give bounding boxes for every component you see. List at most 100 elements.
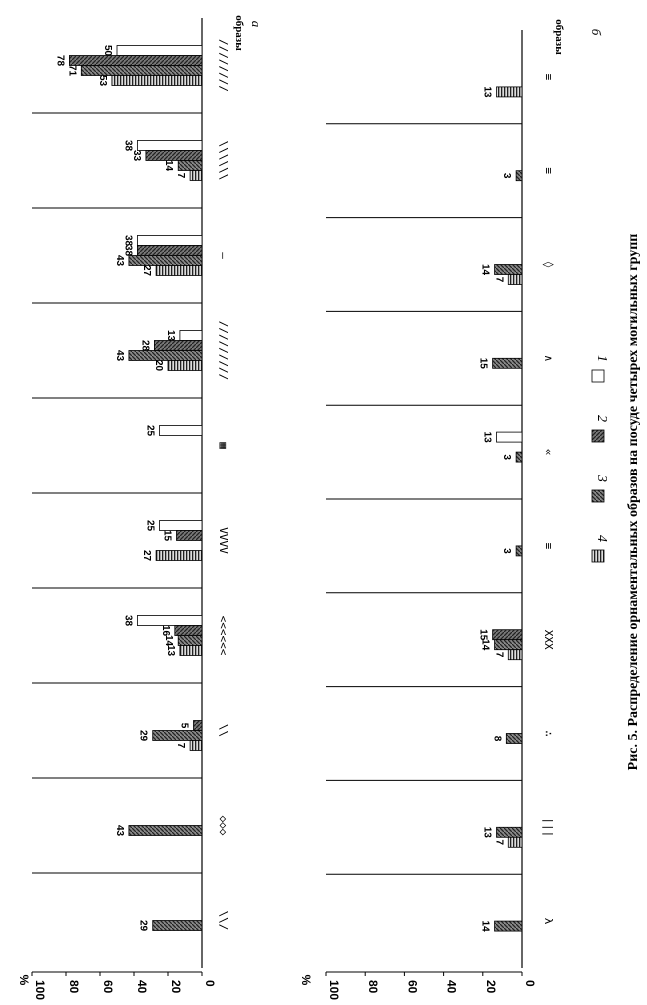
legend-swatch-3 xyxy=(591,489,605,503)
data-label: 15 xyxy=(478,629,489,641)
panel-1-tick-label: 80 xyxy=(366,980,380,994)
bar-series-3 xyxy=(515,545,523,557)
data-label: 7 xyxy=(175,173,186,179)
bar-series-3 xyxy=(515,170,523,182)
data-label: 13 xyxy=(482,86,493,98)
bar-series-4 xyxy=(155,265,203,276)
bar-series-1 xyxy=(496,431,523,443)
data-label: 28 xyxy=(139,340,150,352)
legend-label-3: 3 xyxy=(594,474,609,482)
bar-series-2 xyxy=(492,629,523,641)
data-label: 7 xyxy=(493,652,504,658)
bar-series-4 xyxy=(155,550,203,561)
category-label: ≡ xyxy=(542,167,555,174)
data-label: 13 xyxy=(482,827,493,839)
panel-b-ylabel: % xyxy=(299,975,313,986)
category-label: « xyxy=(542,449,555,456)
data-label: 7 xyxy=(175,743,186,749)
bar-series-2 xyxy=(193,720,203,731)
bar-series-3 xyxy=(152,730,203,741)
bar-series-3 xyxy=(128,255,203,266)
data-label: 38 xyxy=(122,140,133,152)
data-label: 14 xyxy=(480,639,491,651)
data-label: 20 xyxy=(153,360,164,372)
data-label: 50 xyxy=(102,45,113,57)
bar-series-2 xyxy=(174,625,203,636)
panel-a-ylabel: % xyxy=(17,975,31,986)
legend-swatch-1 xyxy=(591,369,605,383)
legend-label-4: 4 xyxy=(594,535,609,542)
panel-0-tick-label: 80 xyxy=(67,980,81,994)
panel-1-tick-label: 20 xyxy=(484,980,498,994)
bar-series-3 xyxy=(152,920,203,931)
category-label: ///////// xyxy=(217,321,230,381)
bar-series-2 xyxy=(153,340,203,351)
bar-series-4 xyxy=(189,740,203,751)
panel-a-xlabel: образы xyxy=(233,15,245,51)
panel-a-letter: а xyxy=(249,21,264,28)
bar-series-4 xyxy=(189,170,203,181)
panel-1-tick-label: 40 xyxy=(445,980,459,994)
legend-label-2: 2 xyxy=(594,415,609,422)
data-label: 15 xyxy=(162,530,173,542)
data-label: 14 xyxy=(163,635,174,647)
bar-series-4 xyxy=(507,836,523,848)
data-label: 14 xyxy=(480,921,491,933)
bar-series-1 xyxy=(179,330,203,341)
bar-series-3 xyxy=(515,451,523,463)
bar-series-3 xyxy=(128,350,203,361)
panel-0-tick-label: 100 xyxy=(33,980,47,1000)
bar-series-2 xyxy=(145,150,203,161)
data-label: 29 xyxy=(138,920,149,932)
panel-0-tick-label: 20 xyxy=(169,980,183,994)
category-label: ◊ xyxy=(542,261,555,268)
panel-0-tick-label: 40 xyxy=(135,980,149,994)
data-label: 71 xyxy=(66,65,77,77)
bar-series-2 xyxy=(136,245,203,256)
data-label: 3 xyxy=(501,173,512,179)
panel-b-xlabel: образы xyxy=(553,19,565,55)
bar-series-3 xyxy=(494,920,523,932)
data-label: 38 xyxy=(122,615,133,627)
category-label: ||| xyxy=(542,817,555,837)
data-label: 27 xyxy=(141,550,152,562)
bar-series-3 xyxy=(128,825,203,836)
data-label: 43 xyxy=(114,350,125,362)
category-label: ◇◇◇ xyxy=(217,816,230,836)
bar-series-3 xyxy=(496,826,523,838)
category-label: \\ xyxy=(217,724,230,737)
bar-series-3 xyxy=(177,160,203,171)
data-label: 16 xyxy=(160,625,171,637)
legend-swatch-2 xyxy=(591,429,605,443)
data-label: 13 xyxy=(165,645,176,657)
bar-series-1 xyxy=(136,615,203,626)
bar-series-4 xyxy=(111,75,203,86)
bar-series-1 xyxy=(136,140,203,151)
bar-series-1 xyxy=(136,235,203,246)
category-label: \\/ xyxy=(217,911,230,931)
bar-series-3 xyxy=(177,635,203,646)
legend-label-1: 1 xyxy=(594,355,609,362)
bar-series-1 xyxy=(116,45,203,56)
bar-series-2 xyxy=(176,530,203,541)
data-label: 7 xyxy=(493,840,504,846)
bar-series-3 xyxy=(492,357,523,369)
category-label: \\\\\\ xyxy=(217,141,230,181)
panel-b-letter: б xyxy=(589,29,604,36)
data-label: 33 xyxy=(131,150,142,162)
category-label: VVVV xyxy=(217,527,230,554)
bar-series-3 xyxy=(494,639,523,651)
category-label: ≡ xyxy=(542,543,555,550)
category-label: ∧ xyxy=(542,355,555,362)
category-label: — xyxy=(217,252,230,259)
bar-series-3 xyxy=(505,733,523,744)
data-label: 38 xyxy=(122,235,133,247)
panel-1-tick-label: 0 xyxy=(523,980,537,987)
figure-caption: Рис. 5. Распределение орнаментальных обр… xyxy=(626,234,641,771)
category-label: λ xyxy=(542,918,555,925)
data-label: 14 xyxy=(480,264,491,276)
